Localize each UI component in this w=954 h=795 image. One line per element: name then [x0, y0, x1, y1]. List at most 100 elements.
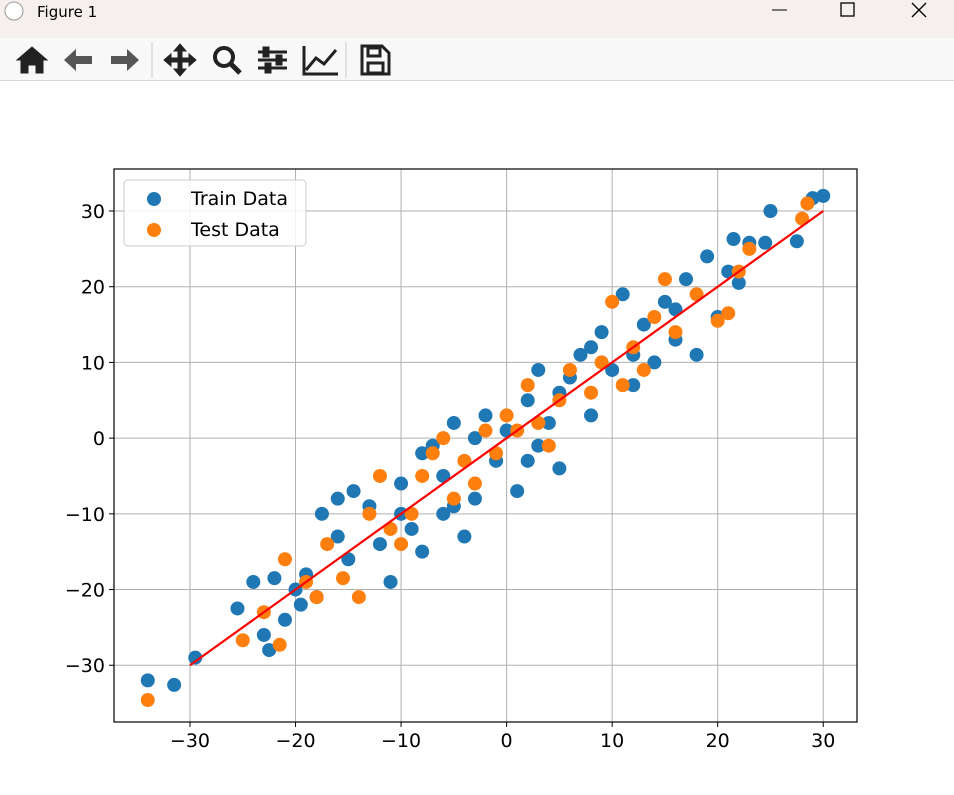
legend-box: [123, 179, 307, 247]
scatter-point: [763, 204, 778, 219]
scatter-point: [415, 446, 430, 461]
scatter-point: [467, 431, 482, 446]
scatter-point: [436, 431, 451, 446]
scatter-point: [615, 378, 630, 393]
scatter-point: [293, 597, 308, 612]
scatter-point: [499, 423, 514, 438]
scatter-point: [362, 506, 377, 521]
legend-marker: [147, 223, 161, 237]
legend-marker: [147, 192, 161, 206]
scatter-point: [520, 393, 535, 408]
scatter-point: [758, 235, 773, 250]
y-tick-label: 30: [81, 201, 105, 223]
scatter-point: [188, 650, 203, 665]
y-tick-label: 10: [81, 352, 105, 374]
scatter-point: [562, 362, 577, 377]
scatter-point: [404, 521, 419, 536]
back-button[interactable]: [64, 49, 92, 71]
x-tick-label: −20: [275, 730, 315, 752]
scatter-point: [394, 537, 409, 552]
fit-line: [189, 210, 824, 667]
scatter-point: [726, 232, 741, 247]
scatter-point: [531, 415, 546, 430]
scatter-point: [478, 408, 493, 423]
app-icon: [4, 1, 24, 21]
maximize-button[interactable]: [840, 2, 855, 17]
scatter-point: [277, 552, 292, 567]
scatter-point: [520, 453, 535, 468]
scatter-point: [446, 491, 461, 506]
scatter-point: [436, 468, 451, 483]
legend-label: Test Data: [190, 219, 280, 241]
scatter-point: [499, 408, 514, 423]
scatter-point: [230, 601, 245, 616]
scatter-point: [795, 211, 810, 226]
scatter-point: [721, 306, 736, 321]
scatter-point: [235, 633, 250, 648]
scatter-point: [731, 275, 746, 290]
scatter-point: [372, 537, 387, 552]
scatter-point: [336, 571, 351, 586]
scatter-point: [800, 196, 815, 211]
forward-button[interactable]: [111, 49, 139, 71]
scatter-point: [647, 355, 662, 370]
scatter-point: [647, 309, 662, 324]
scatter-point: [346, 484, 361, 499]
scatter-point: [383, 574, 398, 589]
scatter-point: [314, 506, 329, 521]
scatter-point: [531, 438, 546, 453]
scatter-point: [467, 491, 482, 506]
scatter-point: [636, 362, 651, 377]
scatter-point: [330, 491, 345, 506]
scatter-point: [816, 188, 831, 203]
title-bar: Figure 1: [0, 0, 954, 38]
scatter-point: [446, 415, 461, 430]
scatter-point: [246, 574, 261, 589]
legend: Train Data Test Data: [123, 179, 307, 247]
edit-axis-button[interactable]: [302, 46, 338, 76]
pan-button[interactable]: [163, 43, 197, 77]
y-tick-label: −10: [65, 504, 105, 526]
x-tick-label: −30: [170, 730, 210, 752]
scatter-point: [140, 673, 155, 688]
scatter-point: [594, 355, 609, 370]
scatter-point: [710, 313, 725, 328]
title-bar-graphics: Figure 1: [4, 1, 927, 21]
scatter-point: [626, 378, 641, 393]
scatter-point: [721, 264, 736, 279]
scatter-point: [457, 529, 472, 544]
toolbar: [0, 38, 954, 81]
scatter-point: [415, 468, 430, 483]
scatter-point: [679, 272, 694, 287]
scatter-point: [520, 378, 535, 393]
x-tick-label: −10: [381, 730, 421, 752]
scatter-point: [689, 347, 704, 362]
scatter-point: [262, 643, 277, 658]
toolbar-graphics: [15, 42, 391, 78]
scatter-point: [140, 693, 155, 708]
scatter-point: [415, 544, 430, 559]
zoom-button[interactable]: [213, 46, 242, 75]
scatter-point: [573, 347, 588, 362]
scatter-point: [552, 461, 567, 476]
scatter-point: [789, 234, 804, 249]
scatter-point: [309, 590, 324, 605]
configure-button[interactable]: [258, 46, 287, 74]
scatter-point: [351, 590, 366, 605]
close-button[interactable]: [911, 2, 927, 18]
x-tick-label: 30: [811, 730, 835, 752]
home-button[interactable]: [15, 46, 49, 74]
y-tick-label: −20: [65, 580, 105, 602]
scatter-point: [657, 272, 672, 287]
x-tick-label: 10: [600, 730, 624, 752]
scatter-point: [668, 325, 683, 340]
scatter-point: [330, 529, 345, 544]
figure: −30 −20 −10 0 10 20 30 −30 −20 −10 0 10 20 30 Train Da…: [65, 168, 858, 752]
y-tick-label: 20: [81, 277, 105, 299]
legend-label: Train Data: [190, 188, 288, 210]
scatter-point: [320, 537, 335, 552]
scatter-point: [636, 317, 651, 332]
scatter-point: [584, 385, 599, 400]
scatter-point: [605, 362, 620, 377]
save-button[interactable]: [360, 44, 391, 76]
